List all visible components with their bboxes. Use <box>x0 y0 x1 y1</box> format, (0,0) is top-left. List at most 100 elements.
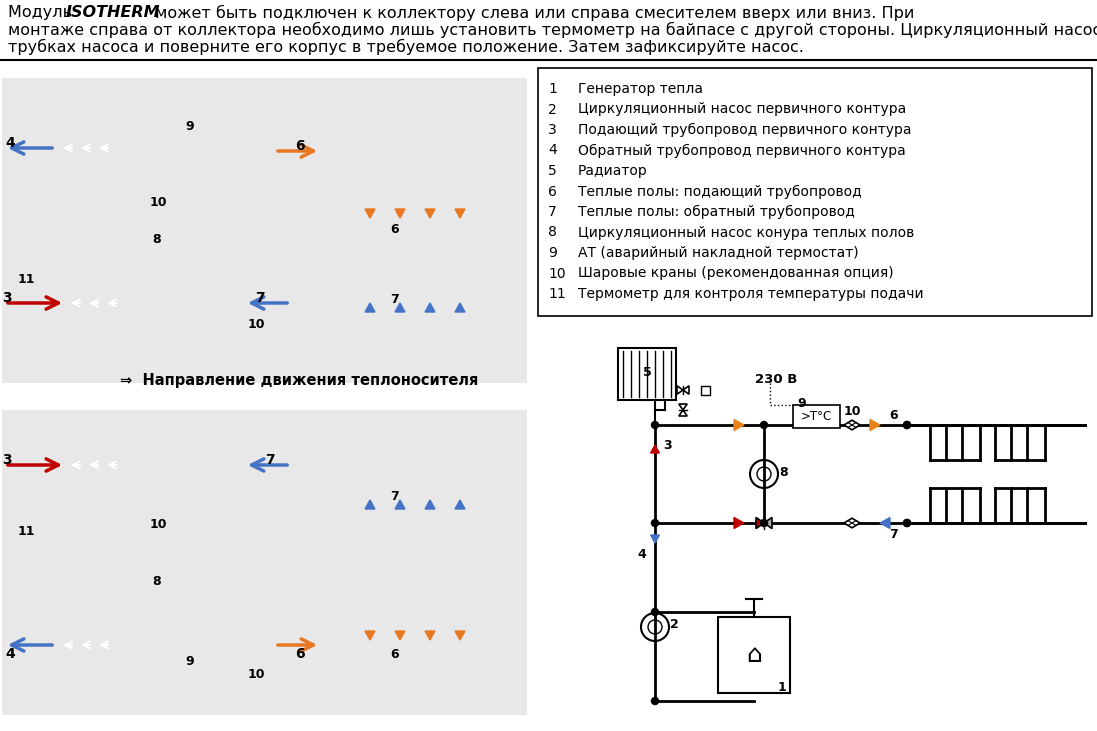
Circle shape <box>760 422 768 428</box>
Text: 7: 7 <box>265 453 274 467</box>
Polygon shape <box>425 631 434 640</box>
Polygon shape <box>425 209 434 218</box>
Text: 10: 10 <box>150 518 168 531</box>
Text: 1: 1 <box>778 681 787 694</box>
Text: может быть подключен к коллектору слева или справа смесителем вверх или вниз. Пр: может быть подключен к коллектору слева … <box>150 5 915 21</box>
Text: Шаровые краны (рекомендованная опция): Шаровые краны (рекомендованная опция) <box>578 267 894 281</box>
Text: 11: 11 <box>548 287 566 301</box>
Text: 7: 7 <box>391 490 398 503</box>
Polygon shape <box>679 410 687 416</box>
Polygon shape <box>365 631 375 640</box>
Text: 6: 6 <box>391 648 398 661</box>
Text: >T°C: >T°C <box>801 411 832 423</box>
Text: 9: 9 <box>185 655 194 668</box>
Polygon shape <box>395 631 405 640</box>
Text: 5: 5 <box>548 164 557 178</box>
Text: 2: 2 <box>548 102 557 116</box>
Polygon shape <box>870 420 880 431</box>
Polygon shape <box>425 500 434 509</box>
Text: 3: 3 <box>2 453 12 467</box>
Polygon shape <box>395 303 405 312</box>
Text: Теплые полы: подающий трубопровод: Теплые полы: подающий трубопровод <box>578 184 862 199</box>
Text: ISOTHERM: ISOTHERM <box>66 5 160 20</box>
Bar <box>538 68 1092 316</box>
Text: 9: 9 <box>185 120 194 133</box>
Text: 6: 6 <box>889 409 897 422</box>
Text: трубках насоса и поверните его корпус в требуемое положение. Затем зафиксируйте : трубках насоса и поверните его корпус в … <box>8 39 804 55</box>
Polygon shape <box>455 303 465 312</box>
Polygon shape <box>365 500 375 509</box>
Text: 8: 8 <box>779 466 788 479</box>
Polygon shape <box>455 500 465 509</box>
Polygon shape <box>365 303 375 312</box>
Polygon shape <box>844 518 860 528</box>
Text: 8: 8 <box>152 233 160 246</box>
Text: 7: 7 <box>391 293 398 306</box>
Text: Циркуляционный насос первичного контура: Циркуляционный насос первичного контура <box>578 102 906 116</box>
Text: 7: 7 <box>255 291 264 305</box>
Circle shape <box>652 697 658 705</box>
Polygon shape <box>395 500 405 509</box>
Circle shape <box>904 520 911 526</box>
Text: 6: 6 <box>548 184 557 199</box>
Circle shape <box>904 520 911 526</box>
Text: Обратный трубопровод первичного контура: Обратный трубопровод первичного контура <box>578 143 906 158</box>
Text: ⇒  Направление движения теплоносителя: ⇒ Направление движения теплоносителя <box>120 373 478 388</box>
Polygon shape <box>683 386 689 394</box>
Text: 8: 8 <box>152 575 160 588</box>
Text: 9: 9 <box>798 397 805 410</box>
Circle shape <box>652 422 658 428</box>
Polygon shape <box>844 420 860 430</box>
Text: 10: 10 <box>248 668 265 681</box>
Polygon shape <box>365 209 375 218</box>
Polygon shape <box>756 518 764 529</box>
Polygon shape <box>677 386 683 394</box>
Text: 3: 3 <box>548 123 557 137</box>
Polygon shape <box>395 209 405 218</box>
Text: 8: 8 <box>548 225 557 240</box>
Polygon shape <box>455 631 465 640</box>
Circle shape <box>652 520 658 526</box>
Polygon shape <box>880 518 890 529</box>
Text: 10: 10 <box>548 267 566 281</box>
Text: 5: 5 <box>643 366 652 379</box>
Text: 7: 7 <box>889 528 897 541</box>
Text: Радиатор: Радиатор <box>578 164 647 178</box>
Polygon shape <box>764 518 772 529</box>
Text: 4: 4 <box>637 548 646 561</box>
Text: Теплые полы: обратный трубопровод: Теплые полы: обратный трубопровод <box>578 205 855 219</box>
Text: 4: 4 <box>5 647 14 661</box>
Text: 11: 11 <box>18 273 35 286</box>
Text: Модуль: Модуль <box>8 5 77 20</box>
Text: 7: 7 <box>548 205 557 219</box>
Text: Подающий трубопровод первичного контура: Подающий трубопровод первичного контура <box>578 123 912 137</box>
Text: 4: 4 <box>5 136 14 150</box>
Circle shape <box>904 422 911 428</box>
Text: 3: 3 <box>2 291 12 305</box>
Text: 11: 11 <box>18 525 35 538</box>
Circle shape <box>652 608 658 616</box>
Text: 1: 1 <box>548 82 557 96</box>
Polygon shape <box>734 518 744 529</box>
Text: 10: 10 <box>150 196 168 209</box>
Bar <box>701 386 710 395</box>
Text: АТ (аварийный накладной термостат): АТ (аварийный накладной термостат) <box>578 246 859 260</box>
Text: 10: 10 <box>248 318 265 331</box>
Circle shape <box>760 520 768 526</box>
Bar <box>2 78 527 383</box>
Bar <box>793 405 840 428</box>
Text: Циркуляционный насос конура теплых полов: Циркуляционный насос конура теплых полов <box>578 225 914 240</box>
Text: 3: 3 <box>663 439 671 452</box>
Polygon shape <box>651 445 659 453</box>
Circle shape <box>904 422 911 428</box>
Polygon shape <box>455 209 465 218</box>
Text: 6: 6 <box>295 139 305 153</box>
Polygon shape <box>679 404 687 410</box>
Polygon shape <box>651 535 659 543</box>
Bar <box>618 348 676 400</box>
Text: Генератор тепла: Генератор тепла <box>578 82 703 96</box>
Text: 2: 2 <box>670 618 679 632</box>
Text: 230 В: 230 В <box>755 373 798 386</box>
Text: 6: 6 <box>391 223 398 236</box>
Text: 4: 4 <box>548 143 557 157</box>
